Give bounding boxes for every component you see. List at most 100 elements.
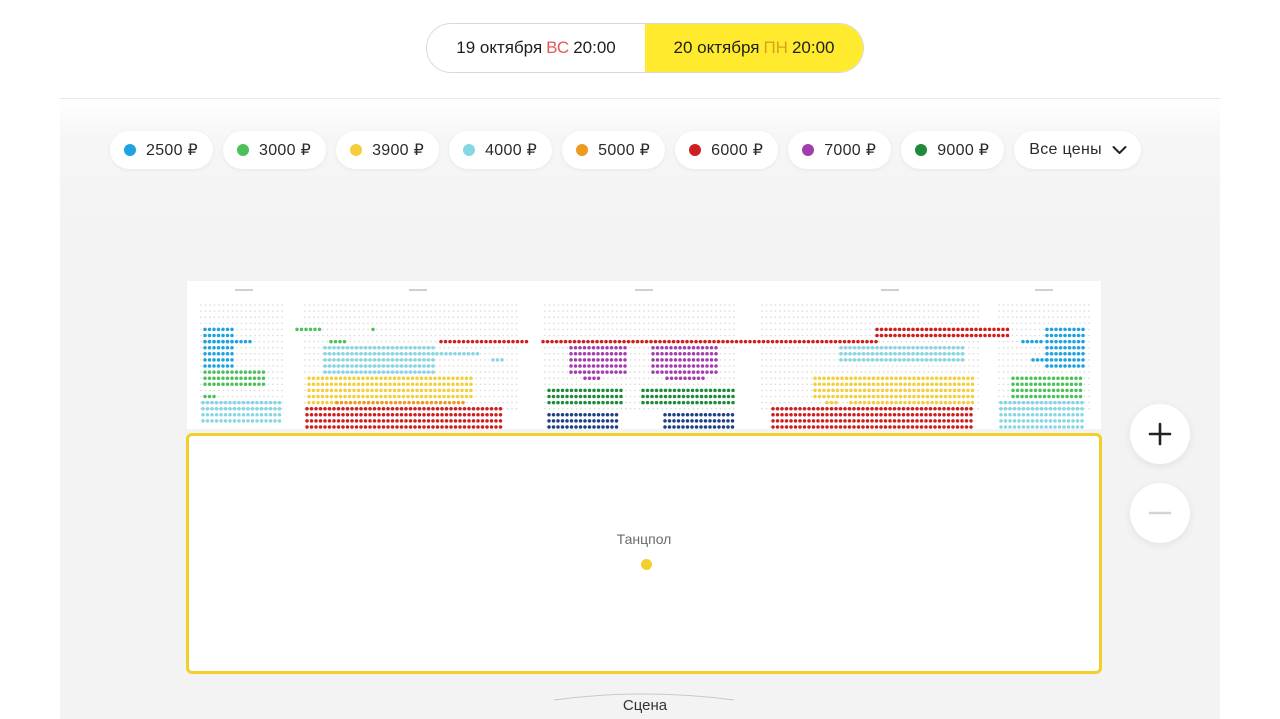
seat[interactable] [703, 419, 708, 423]
seat[interactable] [618, 364, 623, 368]
seat[interactable] [223, 406, 228, 411]
seat[interactable] [352, 394, 356, 399]
seat[interactable] [574, 425, 578, 429]
seat[interactable] [377, 406, 381, 411]
seat[interactable] [201, 413, 205, 417]
seat[interactable] [386, 413, 390, 417]
seat[interactable] [377, 370, 381, 374]
seat[interactable] [983, 333, 987, 338]
seat[interactable] [848, 358, 852, 362]
seat[interactable] [699, 419, 703, 423]
seat[interactable] [925, 394, 930, 399]
seat[interactable] [417, 413, 422, 417]
seat[interactable] [664, 352, 669, 356]
seat[interactable] [388, 388, 392, 393]
seat[interactable] [426, 370, 431, 374]
seat[interactable] [415, 394, 419, 399]
seat[interactable] [885, 376, 889, 380]
seat[interactable] [345, 419, 350, 423]
seat[interactable] [875, 327, 879, 332]
seat[interactable] [892, 413, 897, 417]
seat[interactable] [431, 358, 435, 362]
seat[interactable] [338, 339, 342, 344]
seat[interactable] [883, 406, 888, 411]
seat[interactable] [587, 394, 592, 399]
seat[interactable] [730, 413, 735, 417]
seat[interactable] [910, 425, 915, 429]
seat[interactable] [466, 352, 471, 356]
seat[interactable] [201, 419, 205, 423]
seat[interactable] [381, 425, 386, 429]
seat[interactable] [435, 352, 439, 356]
seat[interactable] [947, 358, 951, 362]
seat[interactable] [596, 370, 600, 374]
seat[interactable] [714, 364, 718, 368]
seat[interactable] [861, 345, 866, 350]
seat[interactable] [489, 425, 494, 429]
seat[interactable] [551, 425, 556, 429]
seat[interactable] [520, 339, 524, 344]
seat[interactable] [897, 406, 901, 411]
seat[interactable] [368, 419, 372, 423]
seat[interactable] [681, 400, 686, 405]
seat[interactable] [771, 425, 775, 429]
seat[interactable] [350, 370, 354, 374]
seat[interactable] [957, 388, 961, 393]
seat[interactable] [861, 419, 865, 423]
seat[interactable] [419, 376, 424, 380]
seat[interactable] [865, 425, 870, 429]
seat[interactable] [609, 352, 614, 356]
seat[interactable] [232, 419, 237, 423]
seat[interactable] [327, 345, 332, 350]
seat[interactable] [469, 382, 473, 387]
seat[interactable] [228, 406, 232, 411]
seat[interactable] [644, 339, 649, 344]
seat[interactable] [453, 425, 458, 429]
seat[interactable] [672, 425, 676, 429]
seat[interactable] [920, 352, 924, 356]
seat[interactable] [921, 394, 925, 399]
seat[interactable] [449, 425, 453, 429]
seat[interactable] [907, 394, 912, 399]
seat[interactable] [947, 352, 951, 356]
seat[interactable] [888, 333, 893, 338]
seat[interactable] [207, 339, 212, 344]
seat[interactable] [334, 382, 338, 387]
seat[interactable] [431, 370, 435, 374]
seat[interactable] [608, 339, 613, 344]
seat[interactable] [359, 370, 363, 374]
seat[interactable] [422, 419, 426, 423]
seat[interactable] [547, 425, 551, 429]
seat[interactable] [469, 394, 473, 399]
seat[interactable] [435, 425, 440, 429]
seat[interactable] [368, 370, 372, 374]
seat[interactable] [889, 382, 894, 387]
seat[interactable] [219, 406, 223, 411]
seat[interactable] [964, 413, 969, 417]
seat[interactable] [243, 339, 248, 344]
seat[interactable] [1076, 333, 1081, 338]
seat[interactable] [336, 358, 341, 362]
seat[interactable] [691, 352, 696, 356]
seat[interactable] [309, 425, 314, 429]
seat[interactable] [866, 345, 870, 350]
seat[interactable] [605, 388, 610, 393]
seat[interactable] [311, 400, 316, 405]
seat[interactable] [713, 394, 717, 399]
seat[interactable] [911, 327, 915, 332]
seat[interactable] [408, 370, 413, 374]
seat[interactable] [852, 352, 857, 356]
seat[interactable] [613, 339, 617, 344]
seat[interactable] [605, 358, 609, 362]
seat[interactable] [802, 425, 807, 429]
seat[interactable] [906, 358, 911, 362]
seat[interactable] [1081, 327, 1085, 332]
seat[interactable] [573, 364, 578, 368]
seat[interactable] [698, 339, 703, 344]
seat[interactable] [410, 388, 415, 393]
seat[interactable] [476, 419, 480, 423]
seat[interactable] [408, 406, 413, 411]
seat[interactable] [207, 345, 212, 350]
seat[interactable] [494, 413, 498, 417]
seat[interactable] [336, 352, 341, 356]
